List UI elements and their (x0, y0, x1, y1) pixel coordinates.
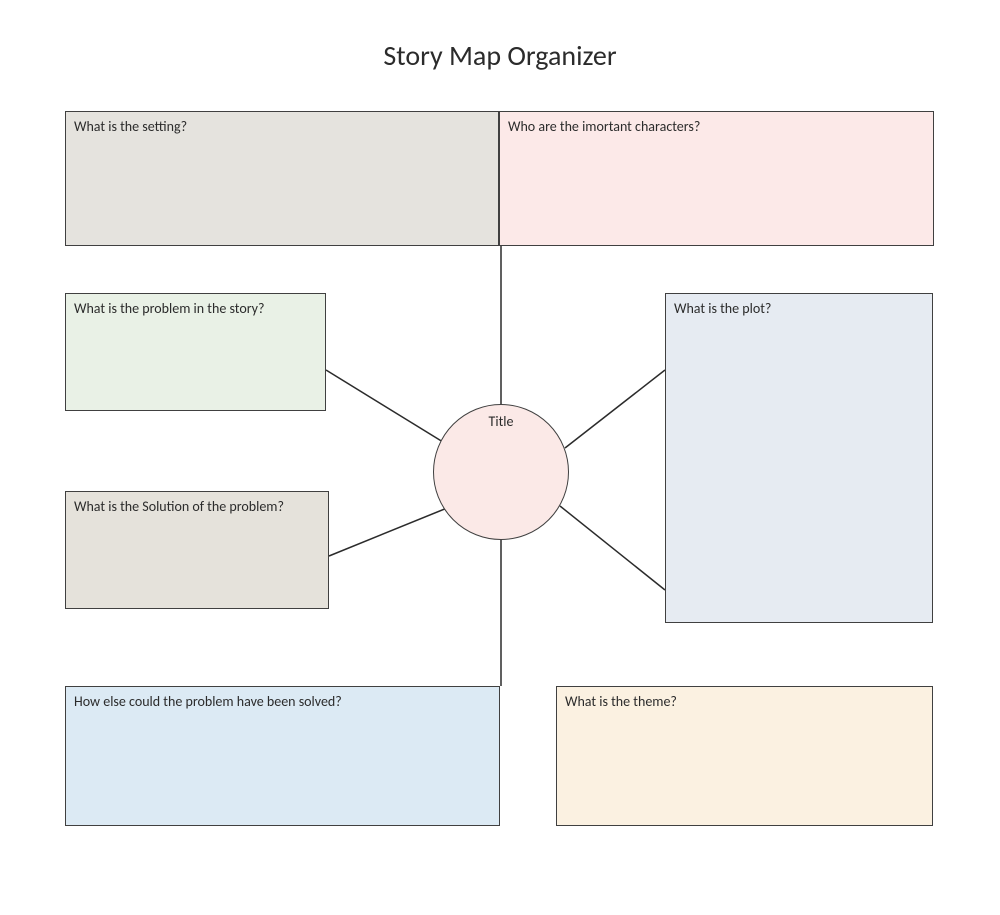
diagram-canvas: What is the setting? Who are the imortan… (0, 0, 1000, 915)
box-theme: What is the theme? (556, 686, 933, 826)
box-solution: What is the Solution of the problem? (65, 491, 329, 609)
box-characters: Who are the imortant characters? (499, 111, 934, 246)
box-plot: What is the plot? (665, 293, 933, 623)
box-setting-label: What is the setting? (74, 118, 187, 135)
box-alt-label: How else could the problem have been sol… (74, 693, 342, 710)
box-plot-label: What is the plot? (674, 300, 771, 317)
box-solution-label: What is the Solution of the problem? (74, 498, 284, 515)
box-problem: What is the problem in the story? (65, 293, 326, 411)
box-problem-label: What is the problem in the story? (74, 300, 264, 317)
center-label: Title (489, 413, 514, 430)
center-circle: Title (433, 404, 569, 540)
box-setting: What is the setting? (65, 111, 499, 246)
box-characters-label: Who are the imortant characters? (508, 118, 700, 135)
box-theme-label: What is the theme? (565, 693, 677, 710)
box-alt-solution: How else could the problem have been sol… (65, 686, 500, 826)
